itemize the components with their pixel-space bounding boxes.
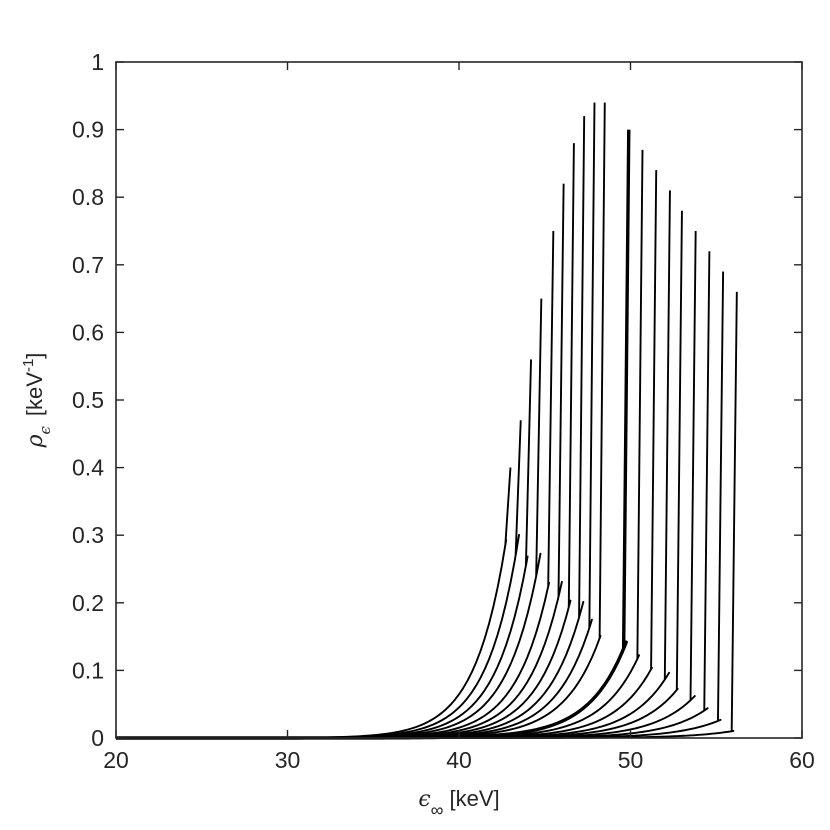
series-line: [116, 129, 631, 740]
y-tick-label: 0.4: [72, 455, 104, 481]
x-tick-label: 60: [789, 747, 815, 773]
series-line: [116, 183, 565, 739]
y-tick-label: 0.2: [72, 590, 104, 616]
y-tick-label: 1: [91, 49, 104, 75]
x-tick-label: 20: [103, 747, 129, 773]
x-axis-subscript: ∞: [431, 800, 444, 820]
series-line: [116, 170, 658, 739]
series-layer: [116, 102, 738, 740]
y-tick-label: 0.8: [72, 184, 104, 210]
y-axis-subscript: ϵ: [36, 425, 54, 434]
tick-layer: 20 30 40 50 60 0 0.1 0.2 0.3 0.4 0.5 0.6 0.7 0.8 0.9 1: [72, 49, 815, 773]
y-tick-label: 0.7: [72, 252, 104, 278]
x-tick-label: 50: [618, 747, 644, 773]
y-tick-label: 0.5: [72, 387, 104, 413]
y-axis-symbol: ρ: [23, 434, 48, 448]
x-axis-symbol: ϵ: [418, 787, 430, 812]
x-tick-label: 30: [275, 747, 301, 773]
y-axis-close: ]: [22, 353, 47, 359]
y-tick-label: 0.3: [72, 522, 104, 548]
series-line: [116, 420, 522, 739]
y-tick-label: 0.6: [72, 319, 104, 345]
y-tick-label: 0.9: [72, 117, 104, 143]
y-tick-label: 0: [91, 725, 104, 751]
series-line: [116, 359, 532, 739]
x-axis-unit: [keV]: [450, 786, 500, 811]
series-line: [116, 251, 711, 739]
y-axis-superscript: -1: [20, 359, 37, 372]
series-line: [116, 190, 671, 739]
y-tick-label: 0.1: [72, 657, 104, 683]
y-axis-label: ρϵ [keV-1]: [20, 353, 54, 449]
x-tick-label: 40: [446, 747, 472, 773]
series-line: [116, 210, 683, 739]
series-line: [116, 116, 586, 739]
series-line: [116, 298, 543, 739]
series-line: [116, 102, 596, 739]
series-line: [116, 102, 606, 739]
series-line: [116, 291, 738, 739]
x-axis-label: ϵ∞ [keV]: [418, 786, 499, 820]
plot-frame: [115, 61, 803, 739]
series-line: [116, 467, 512, 739]
series-line: [116, 230, 697, 739]
y-axis-unit: [keV: [22, 372, 47, 416]
